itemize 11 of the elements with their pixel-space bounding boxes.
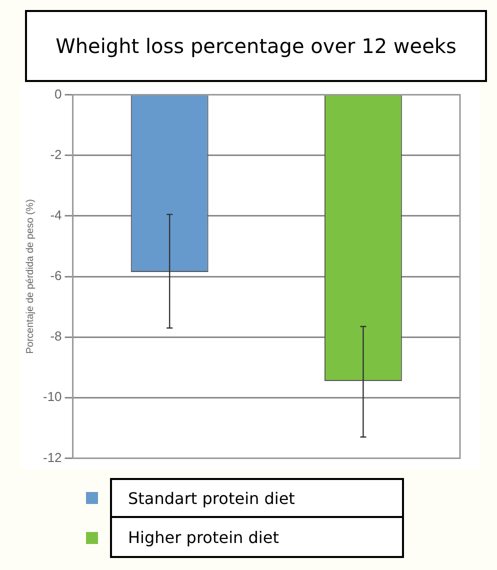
y-tick-label: -4 bbox=[50, 208, 62, 223]
y-tick-label: -6 bbox=[50, 268, 62, 284]
legend-label: Standart protein diet bbox=[110, 478, 404, 518]
chart-title: Wheight loss percentage over 12 weeks bbox=[25, 10, 487, 82]
y-tick-label: -12 bbox=[42, 450, 62, 465]
y-tick-label: -10 bbox=[42, 389, 62, 404]
y-tick-label: -2 bbox=[50, 146, 62, 162]
y-tick-label: -8 bbox=[50, 328, 62, 344]
legend-label: Higher protein diet bbox=[110, 518, 404, 558]
y-tick-label: 0 bbox=[54, 86, 62, 102]
y-axis-title: Porcentaje de pérdida de peso (%) bbox=[24, 199, 36, 354]
